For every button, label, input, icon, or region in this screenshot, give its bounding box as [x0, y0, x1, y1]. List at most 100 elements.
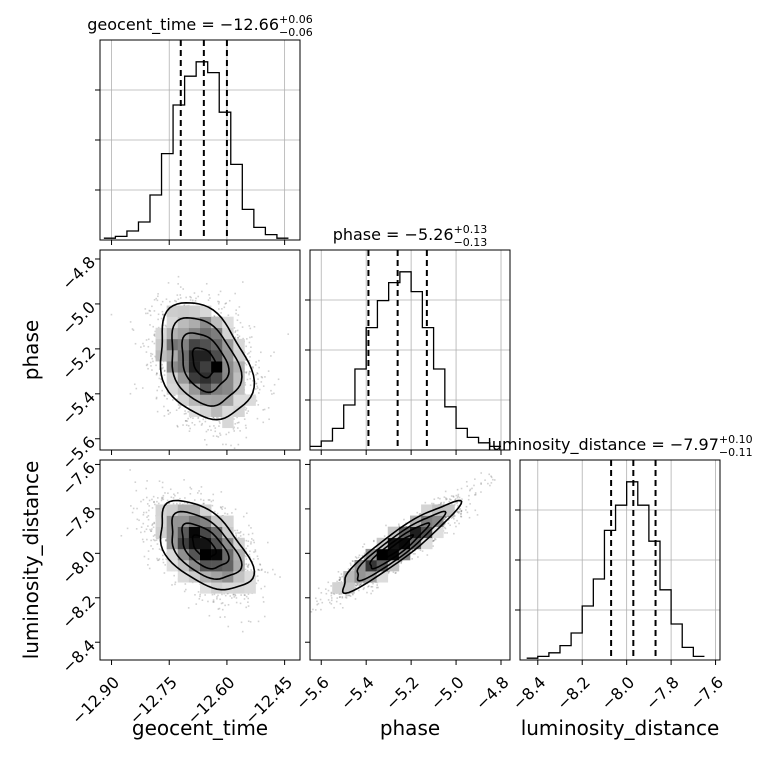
- sample-point: [442, 503, 445, 506]
- sample-point: [339, 578, 342, 580]
- sample-point: [345, 597, 348, 599]
- sample-point: [232, 594, 235, 596]
- sample-point: [237, 443, 240, 446]
- title-text: phase = −5.26: [333, 225, 454, 244]
- sample-point: [198, 490, 200, 492]
- sample-point: [152, 526, 155, 529]
- sample-point: [215, 435, 218, 438]
- sample-point: [453, 504, 456, 506]
- density-cell: [211, 316, 223, 329]
- sample-point: [358, 589, 360, 592]
- sample-point: [160, 537, 163, 540]
- sample-point: [456, 511, 459, 514]
- sample-point: [245, 595, 248, 598]
- sample-point: [158, 385, 160, 388]
- density-cell: [188, 316, 201, 329]
- sample-point: [224, 594, 227, 597]
- sample-point: [153, 310, 156, 312]
- sample-point: [151, 498, 153, 501]
- sample-point: [349, 562, 352, 565]
- sample-point: [247, 601, 249, 603]
- sample-point: [400, 561, 402, 563]
- sample-point: [236, 319, 239, 322]
- density-cell: [211, 582, 223, 594]
- sample-point: [233, 596, 236, 598]
- sample-point: [216, 512, 219, 515]
- sample-point: [444, 516, 446, 519]
- sample-point: [449, 524, 451, 527]
- sample-point: [454, 515, 456, 517]
- sample-point: [355, 557, 358, 559]
- sample-point: [244, 552, 246, 555]
- sample-point: [178, 407, 180, 410]
- sample-point: [355, 584, 357, 587]
- sample-point: [148, 505, 151, 507]
- density-cell: [233, 383, 245, 395]
- sample-point: [262, 596, 264, 599]
- sample-point: [236, 416, 238, 419]
- sample-point: [120, 534, 123, 537]
- density-cell: [200, 338, 212, 351]
- sample-point: [161, 313, 164, 316]
- sample-point: [166, 499, 169, 502]
- sample-point: [144, 308, 147, 310]
- sample-point: [198, 597, 201, 600]
- sample-point: [177, 298, 180, 301]
- sample-point: [273, 351, 275, 354]
- density-cell: [200, 361, 212, 373]
- sample-point: [167, 492, 169, 495]
- sample-point: [246, 545, 249, 547]
- sample-point: [459, 508, 462, 510]
- sample-point: [362, 582, 365, 585]
- sample-point: [161, 300, 164, 303]
- sample-point: [363, 556, 366, 559]
- sample-point: [154, 503, 156, 506]
- sample-point: [151, 340, 154, 343]
- sample-point: [410, 548, 413, 551]
- sample-point: [237, 314, 240, 316]
- sample-point: [245, 372, 248, 374]
- density-cell: [233, 394, 245, 406]
- sample-point: [165, 298, 168, 300]
- sample-point: [202, 502, 205, 505]
- sample-point: [446, 532, 448, 534]
- sample-point: [182, 288, 185, 290]
- sample-point: [235, 309, 238, 311]
- sample-point: [162, 496, 164, 499]
- sample-point: [192, 465, 194, 467]
- sample-point: [432, 540, 435, 542]
- sample-point: [250, 543, 252, 545]
- sample-point: [266, 571, 269, 574]
- sample-point: [256, 372, 259, 374]
- sample-point: [140, 500, 142, 503]
- sample-point: [146, 538, 148, 541]
- sample-point: [247, 620, 250, 623]
- title-text: luminosity_distance = −7.97: [487, 435, 718, 455]
- sample-point: [260, 569, 263, 571]
- sample-point: [432, 502, 435, 505]
- sample-point: [363, 587, 365, 589]
- sample-point: [245, 363, 248, 366]
- density-cell: [177, 515, 190, 527]
- sample-point: [259, 564, 262, 566]
- sample-point: [160, 549, 163, 551]
- sample-point: [221, 602, 224, 604]
- sample-point: [344, 593, 347, 596]
- sample-point: [252, 367, 254, 369]
- sample-point: [213, 593, 216, 596]
- sample-point: [239, 321, 242, 324]
- sample-point: [358, 554, 361, 557]
- sample-point: [241, 281, 244, 283]
- sample-point: [433, 537, 436, 540]
- sample-point: [493, 479, 496, 481]
- sample-point: [131, 328, 134, 330]
- sample-point: [142, 513, 145, 516]
- density-cell: [233, 560, 245, 572]
- sample-point: [249, 336, 251, 339]
- sample-point: [258, 392, 260, 394]
- sample-point: [169, 300, 171, 303]
- sample-point: [219, 598, 221, 601]
- sample-point: [213, 315, 216, 317]
- sample-point: [354, 598, 357, 600]
- density-cell: [188, 305, 201, 317]
